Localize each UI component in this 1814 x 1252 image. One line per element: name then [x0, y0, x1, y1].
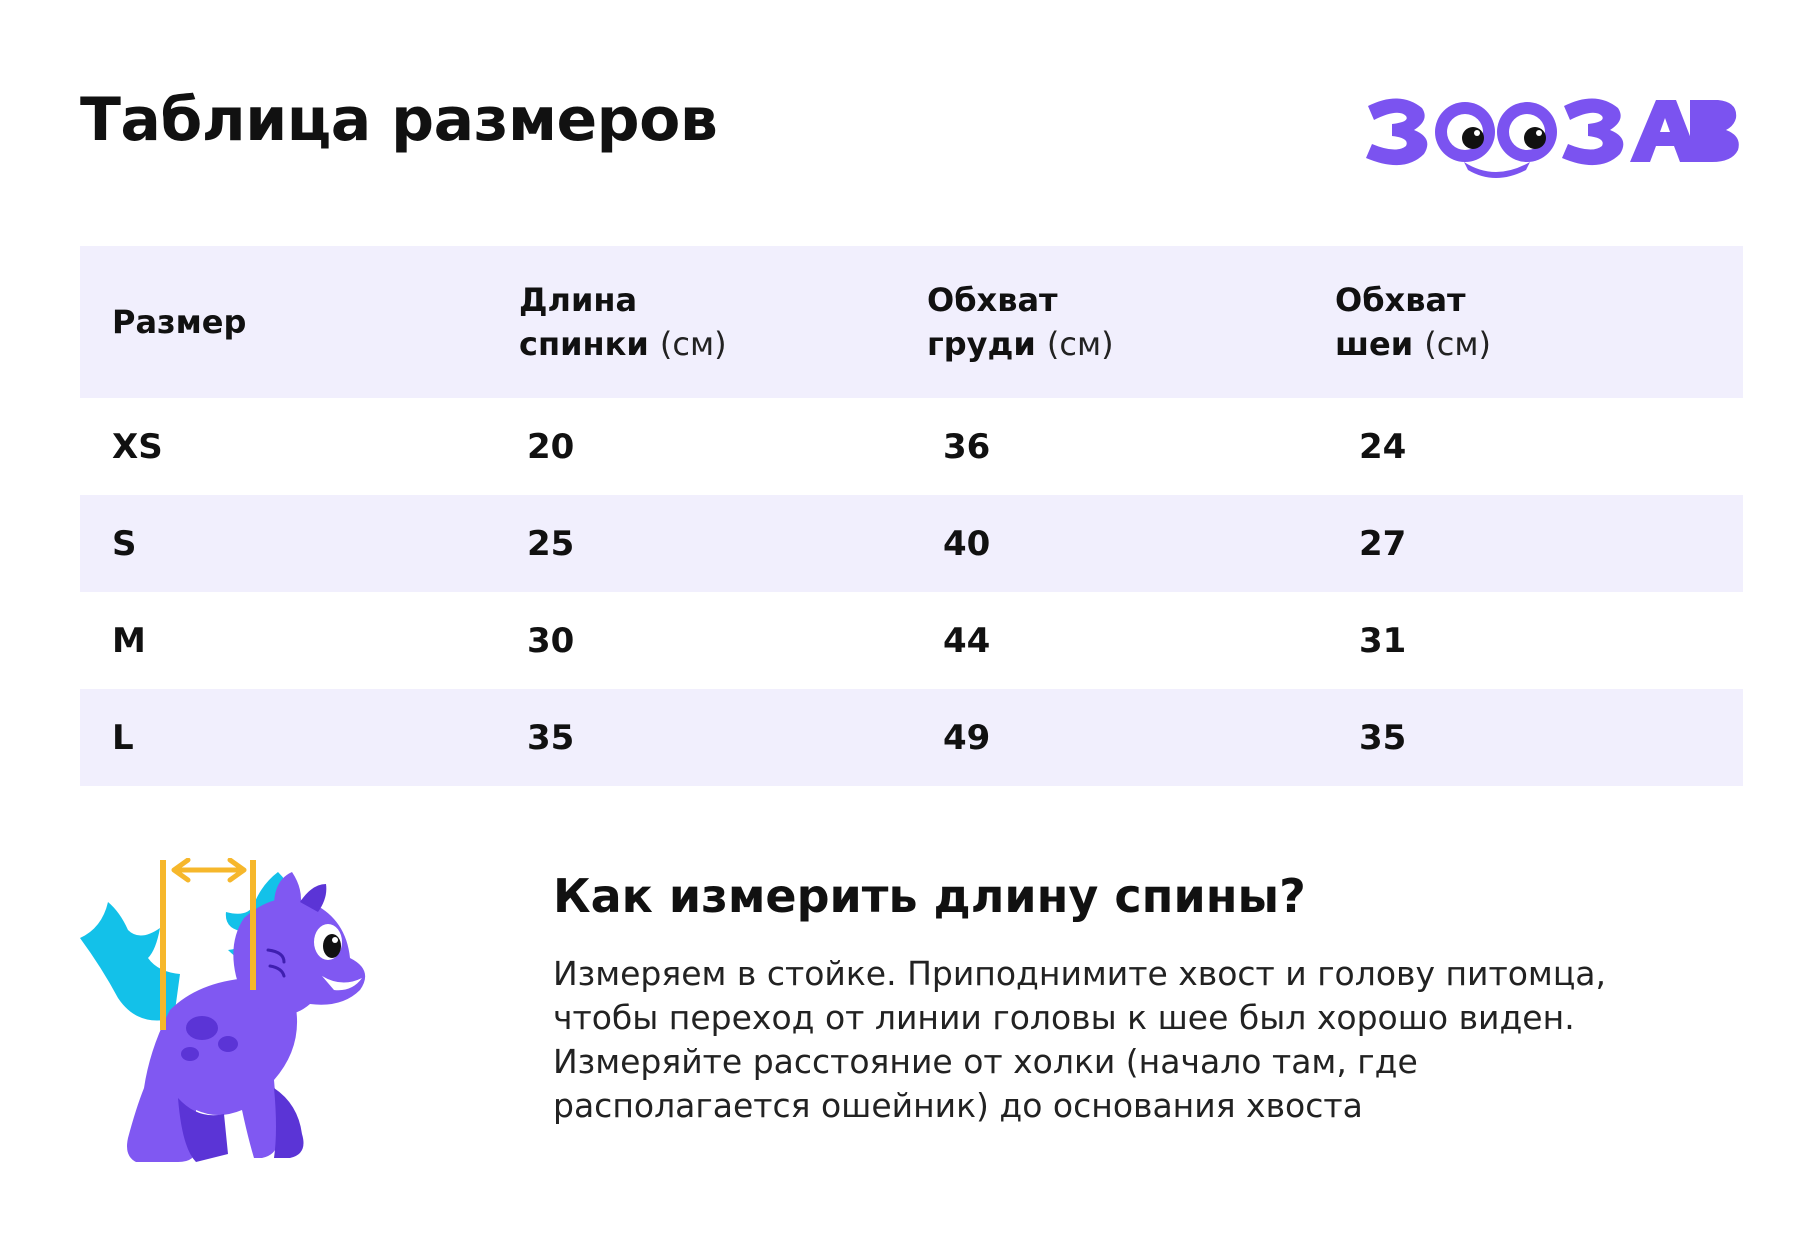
table-row: S 25 40 27	[80, 495, 1743, 592]
header-neck: Обхват шеи (см)	[1335, 278, 1743, 366]
header-back-line2: спинки	[519, 325, 649, 363]
cell-size: M	[112, 620, 146, 661]
measure-line-left	[160, 860, 166, 1030]
cell-neck: 27	[1359, 523, 1407, 564]
header-neck-line2: шеи	[1335, 325, 1414, 363]
zoozavr-logo	[1366, 98, 1739, 178]
page-title: Таблица размеров	[80, 85, 718, 155]
header-chest-unit: (см)	[1046, 325, 1114, 363]
cell-chest: 49	[943, 717, 991, 758]
purple-dog-mascot-icon	[80, 858, 366, 1162]
header-chest: Обхват груди (см)	[927, 278, 1335, 366]
cell-size: L	[112, 717, 134, 758]
cell-back: 20	[527, 426, 575, 467]
header-chest-line2: груди	[927, 325, 1036, 363]
table-row: M 30 44 31	[80, 592, 1743, 689]
measure-line-right	[250, 860, 256, 990]
header-back-line1: Длина	[519, 281, 638, 319]
header-back-length: Длина спинки (см)	[519, 278, 927, 366]
header-chest-line2-wrap: груди (см)	[927, 322, 1335, 366]
size-table: Размер Длина спинки (см) Обхват груди (с…	[80, 246, 1743, 786]
cell-chest: 40	[943, 523, 991, 564]
howto-text: Измеряем в стойке. Приподнимите хвост и …	[553, 954, 1606, 1125]
table-row: XS 20 36 24	[80, 398, 1743, 495]
cell-back: 35	[527, 717, 575, 758]
table-row: L 35 49 35	[80, 689, 1743, 786]
header-neck-unit: (см)	[1424, 325, 1491, 363]
howto-title: Как измерить длину спины?	[553, 869, 1306, 923]
table-header-row: Размер Длина спинки (см) Обхват груди (с…	[80, 246, 1743, 398]
cell-size: XS	[112, 426, 163, 467]
header-back-unit: (см)	[659, 325, 727, 363]
header-size: Размер	[80, 300, 519, 344]
cell-back: 25	[527, 523, 575, 564]
cell-back: 30	[527, 620, 575, 661]
header-neck-line1: Обхват	[1335, 281, 1466, 319]
header-size-label: Размер	[112, 303, 247, 341]
header-neck-line2-wrap: шеи (см)	[1335, 322, 1743, 366]
cell-neck: 35	[1359, 717, 1407, 758]
cell-chest: 44	[943, 620, 991, 661]
cell-size: S	[112, 523, 137, 564]
cell-chest: 36	[943, 426, 991, 467]
header-back-line2-wrap: спинки (см)	[519, 322, 927, 366]
cell-neck: 31	[1359, 620, 1407, 661]
header-chest-line1: Обхват	[927, 281, 1058, 319]
cell-neck: 24	[1359, 426, 1407, 467]
